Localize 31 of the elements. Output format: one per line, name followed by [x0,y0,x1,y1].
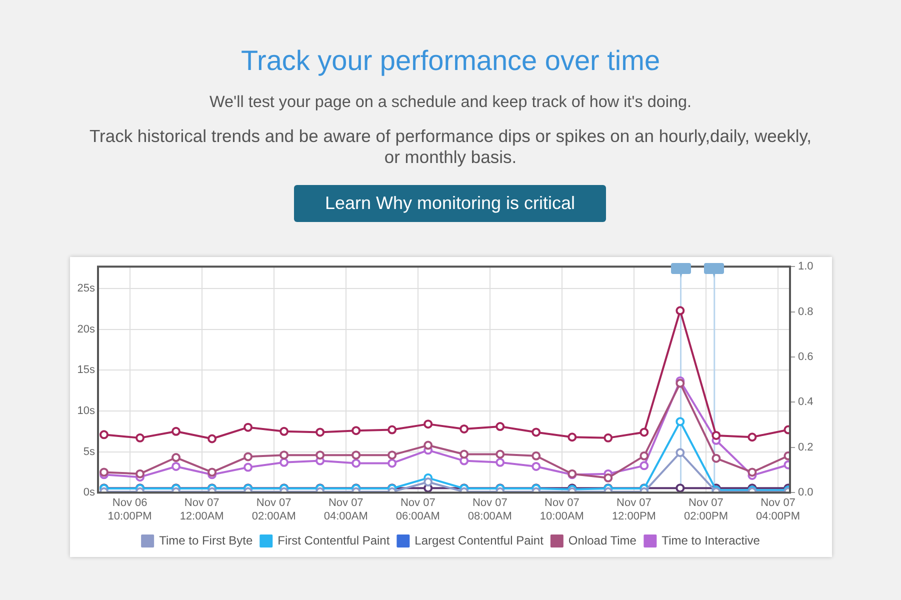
y2-tick-label: 0.0 [798,486,814,499]
y-tick-label: 5s [83,446,96,458]
y-tick-label: 10s [77,405,96,418]
y2-tick-label: 0.2 [798,441,814,454]
legend-label: Time to First Byte [159,533,253,548]
x-tick-label: Nov 07 02:00AM [252,497,296,522]
x-tick-label: Nov 07 12:00AM [180,497,224,522]
x-tick-label: Nov 07 10:00AM [540,497,584,522]
x-tick-label: Nov 07 08:00AM [468,497,512,522]
legend-label: Time to Interactive [662,533,760,548]
y2-tick-label: 0.8 [798,306,814,318]
x-tick-label: Nov 07 04:00AM [324,497,368,522]
legend-label: First Contentful Paint [278,533,390,548]
x-tick-label: Nov 07 06:00AM [396,497,440,522]
text: Track historical trends and be aware of performance dips or spikes on an hourly,daily, weekly, or monthly basis. [88,126,813,168]
y2-tick-label: 0.4 [798,396,814,408]
x-tick-label: Nov 07 02:00PM [684,497,728,522]
x-tick-label: Nov 07 04:00PM [756,497,800,522]
y2-tick-label: 0.6 [798,351,814,364]
y-tick-label: 25s [77,282,96,295]
x-tick-label: Nov 07 12:00PM [612,497,656,522]
chart-title: Track your performance over time [240,44,662,78]
y2-tick-label: 1.0 [798,260,814,273]
y-tick-label: 20s [77,323,96,336]
y-tick-label: 15s [77,364,96,376]
y-tick-label: 0s [83,486,96,499]
legend-label: Onload Time [568,533,637,548]
button: Learn Why monitoring is critical [294,185,606,222]
legend-label: Largest Contentful Paint [414,533,544,548]
x-tick-label: Nov 06 10:00PM [108,497,152,522]
chart-subtitle: We'll test your page on a schedule and keep track of how it's doing. [208,92,692,113]
